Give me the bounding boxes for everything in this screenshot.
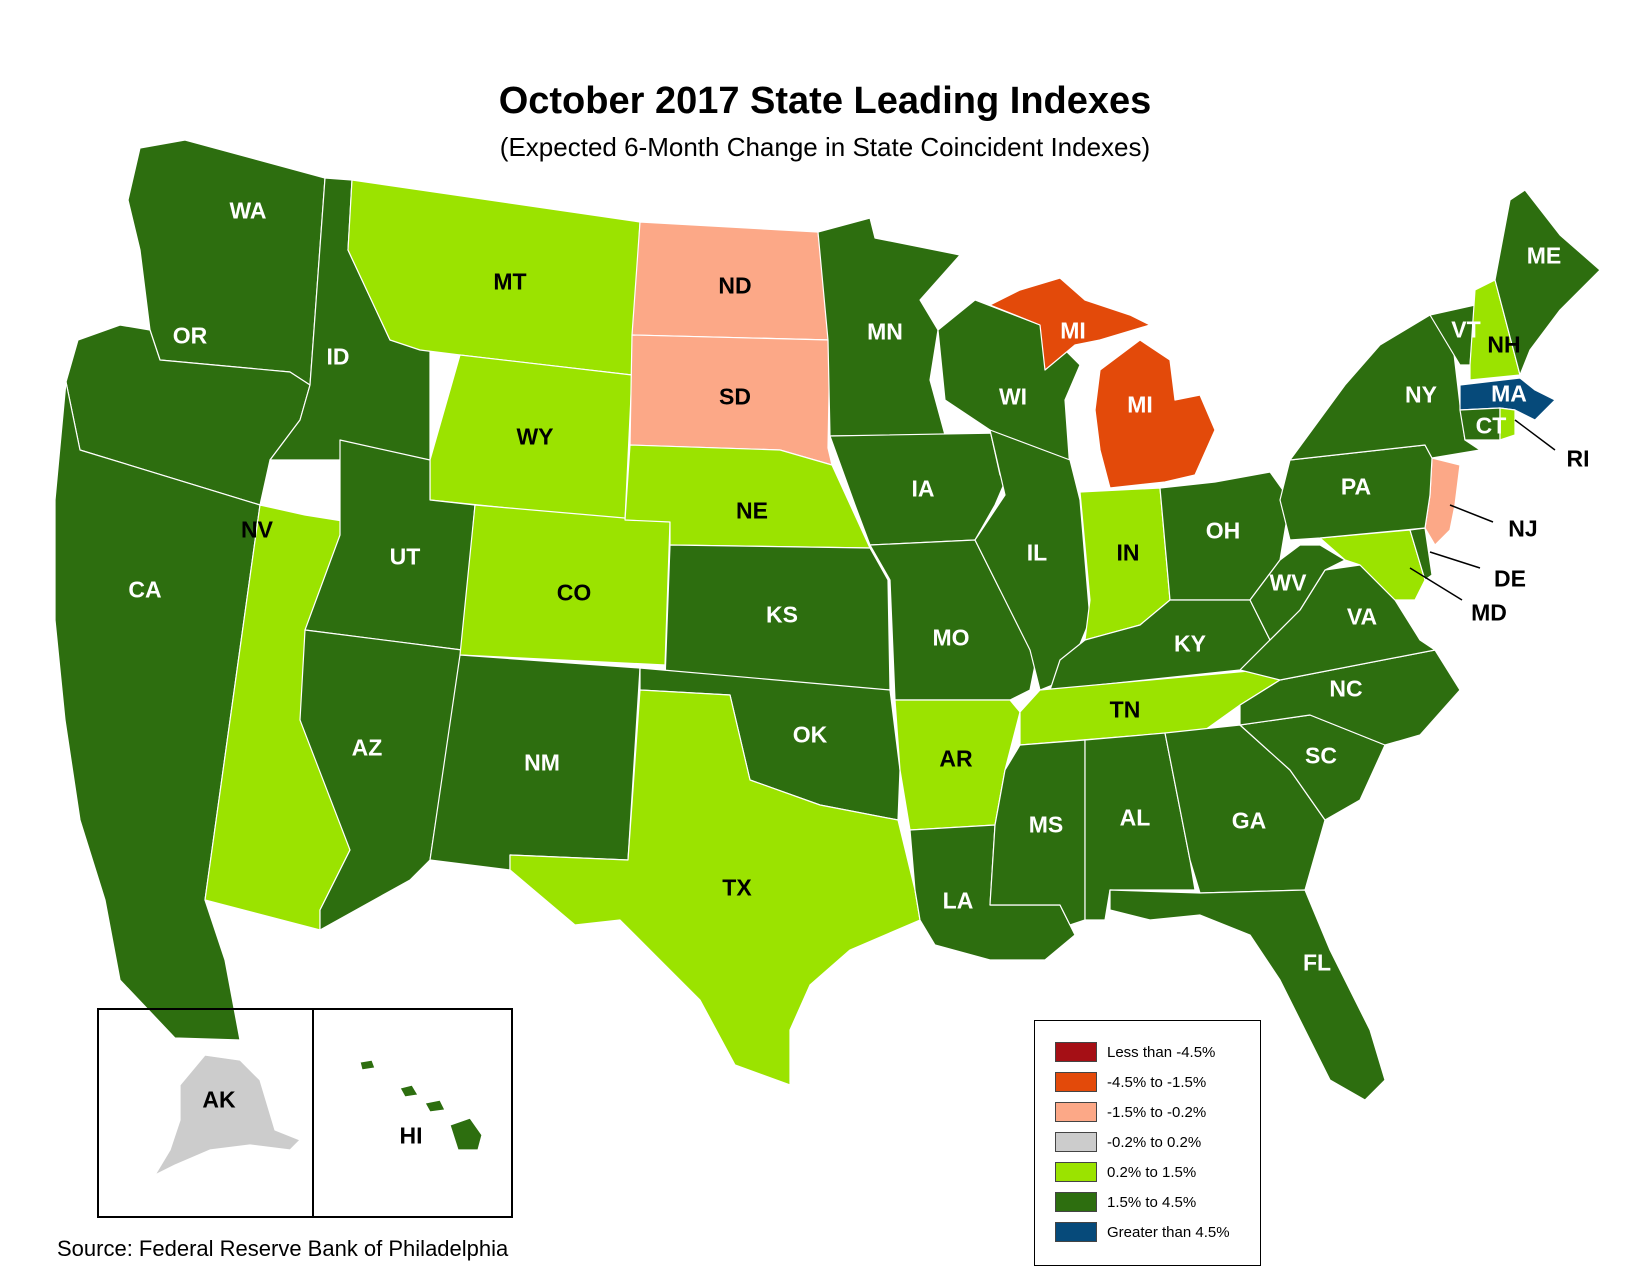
state-TX [509, 689, 921, 1086]
label-TN: TN [1109, 696, 1141, 723]
state-NH [1469, 279, 1521, 381]
label-MO: MO [932, 624, 970, 651]
legend-label: -4.5% to -1.5% [1107, 1073, 1207, 1091]
label-FL: FL [1302, 949, 1332, 976]
label-AZ: AZ [351, 734, 383, 761]
label-PA: PA [1340, 473, 1372, 500]
label-UT: UT [389, 543, 421, 570]
label-IL: IL [1026, 539, 1048, 566]
legend-item: -0.2% to 0.2% [1055, 1131, 1201, 1153]
inset-box [97, 1008, 513, 1218]
legend-item: Greater than 4.5% [1055, 1221, 1230, 1243]
legend-swatch [1055, 1192, 1097, 1212]
legend-item: Less than -4.5% [1055, 1041, 1215, 1063]
legend-label: Less than -4.5% [1107, 1043, 1216, 1061]
label-MD: MD [1471, 599, 1507, 626]
label-KY: KY [1174, 630, 1206, 657]
label-NC: NC [1329, 675, 1363, 702]
label-AK: AK [202, 1086, 236, 1113]
legend: Less than -4.5% -4.5% to -1.5% -1.5% to … [1034, 1020, 1261, 1266]
label-NV: NV [241, 516, 273, 543]
state-KS [664, 544, 891, 691]
label-ND: ND [718, 272, 752, 299]
label-AR: AR [939, 745, 973, 772]
label-VA: VA [1346, 603, 1378, 630]
label-LA: LA [942, 887, 974, 914]
state-HI [449, 1117, 483, 1151]
legend-swatch [1055, 1102, 1097, 1122]
legend-swatch [1055, 1222, 1097, 1242]
label-KS: KS [766, 601, 798, 628]
label-TX: TX [722, 874, 752, 901]
label-ME: ME [1526, 242, 1562, 269]
label-WI: WI [998, 383, 1028, 410]
label-AL: AL [1119, 804, 1151, 831]
state-MI-up [989, 277, 1151, 371]
map-subtitle: (Expected 6-Month Change in State Coinci… [499, 132, 1151, 162]
state-ME [1494, 189, 1601, 376]
label-CT: CT [1475, 412, 1507, 439]
label-NY: NY [1405, 381, 1437, 408]
label-DE: DE [1494, 565, 1526, 592]
legend-swatch [1055, 1042, 1097, 1062]
state-HI-c [424, 1099, 446, 1113]
state-RI [1499, 407, 1516, 441]
label-MN: MN [867, 318, 903, 345]
state-WA [127, 139, 326, 386]
label-IN: IN [1116, 539, 1140, 566]
label-OK: OK [792, 721, 828, 748]
label-WY: WY [516, 423, 554, 450]
legend-label: -1.5% to -0.2% [1107, 1103, 1207, 1121]
source-note: Source: Federal Reserve Bank of Philadel… [57, 1236, 509, 1261]
leader-NJ [1449, 504, 1494, 523]
label-GA: GA [1231, 807, 1267, 834]
label-OH: OH [1205, 517, 1241, 544]
state-MI [1094, 339, 1216, 489]
label-NH: NH [1487, 331, 1521, 358]
label-MI-up: MI [1060, 317, 1086, 344]
label-WV: WV [1269, 569, 1307, 596]
label-WA: WA [229, 197, 267, 224]
label-SD: SD [719, 383, 751, 410]
map-title: October 2017 State Leading Indexes [498, 80, 1152, 122]
label-MI: MI [1127, 391, 1153, 418]
legend-label: 1.5% to 4.5% [1107, 1193, 1197, 1211]
legend-label: -0.2% to 0.2% [1107, 1133, 1202, 1151]
legend-item: -1.5% to -0.2% [1055, 1101, 1206, 1123]
state-HI-b [399, 1084, 419, 1098]
leader-RI [1514, 419, 1556, 451]
state-WV [1249, 544, 1346, 641]
legend-swatch [1055, 1132, 1097, 1152]
leader-MD [1409, 567, 1463, 601]
legend-label: 0.2% to 1.5% [1107, 1163, 1197, 1181]
legend-label: Greater than 4.5% [1107, 1223, 1230, 1241]
state-AK [154, 1054, 301, 1176]
legend-item: 0.2% to 1.5% [1055, 1161, 1196, 1183]
label-NJ: NJ [1508, 515, 1538, 542]
label-HI: HI [399, 1122, 423, 1149]
inset-divider [312, 1008, 314, 1218]
leader-DE [1429, 551, 1481, 569]
label-IA: IA [911, 475, 935, 502]
label-ID: ID [326, 343, 350, 370]
label-VT: VT [1451, 316, 1481, 343]
label-MA: MA [1491, 380, 1527, 407]
label-MT: MT [493, 268, 527, 295]
state-HI-d [359, 1059, 376, 1071]
state-FL [1109, 889, 1386, 1101]
state-OR [65, 324, 311, 506]
label-OR: OR [172, 322, 208, 349]
label-SC: SC [1305, 742, 1337, 769]
legend-swatch [1055, 1072, 1097, 1092]
label-NM: NM [524, 749, 560, 776]
label-CO: CO [556, 579, 592, 606]
legend-item: -4.5% to -1.5% [1055, 1071, 1206, 1093]
legend-swatch [1055, 1162, 1097, 1182]
legend-item: 1.5% to 4.5% [1055, 1191, 1196, 1213]
label-CA: CA [128, 576, 162, 603]
label-MS: MS [1028, 811, 1064, 838]
label-NE: NE [736, 497, 768, 524]
label-RI: RI [1566, 445, 1590, 472]
